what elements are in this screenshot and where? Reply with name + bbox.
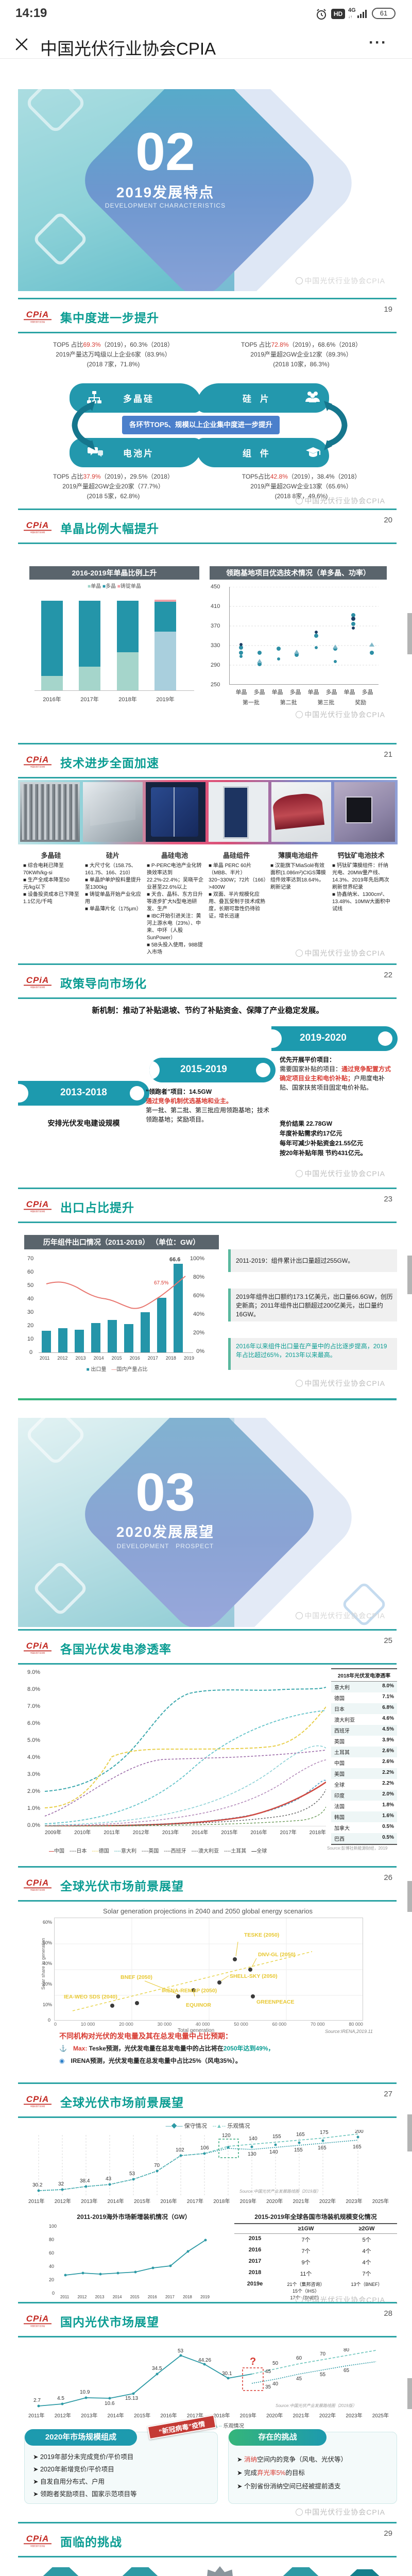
svg-text:80: 80 xyxy=(344,2348,350,2353)
svg-text:70: 70 xyxy=(320,2351,326,2357)
svg-text:165: 165 xyxy=(318,2145,327,2151)
svg-text:10.9: 10.9 xyxy=(80,2389,90,2395)
svg-text:175: 175 xyxy=(320,2130,329,2136)
svg-text:106: 106 xyxy=(200,2145,209,2151)
svg-text:4.5: 4.5 xyxy=(57,2396,64,2401)
svg-text:15.13: 15.13 xyxy=(125,2396,138,2401)
svg-text:35: 35 xyxy=(265,2384,271,2390)
svg-text:50: 50 xyxy=(272,2361,279,2366)
svg-text:120: 120 xyxy=(222,2133,231,2139)
svg-text:60: 60 xyxy=(296,2355,302,2361)
svg-text:10.6: 10.6 xyxy=(105,2401,115,2406)
svg-text:45: 45 xyxy=(265,2369,271,2375)
svg-text:44.26: 44.26 xyxy=(198,2358,211,2363)
svg-text:38.4: 38.4 xyxy=(80,2178,90,2184)
svg-text:45: 45 xyxy=(296,2376,302,2382)
svg-text:2.7: 2.7 xyxy=(33,2398,41,2403)
svg-text:165: 165 xyxy=(353,2144,362,2150)
svg-text:140: 140 xyxy=(269,2149,278,2155)
svg-text:53: 53 xyxy=(178,2348,184,2354)
svg-text:BNEF (2050): BNEF (2050) xyxy=(121,1974,152,1980)
svg-text:GREENPEACE: GREENPEACE xyxy=(256,1999,295,2005)
svg-text:?: ? xyxy=(250,2356,256,2367)
svg-text:65: 65 xyxy=(344,2368,350,2374)
svg-text:EQUINOR: EQUINOR xyxy=(186,2002,211,2008)
svg-text:165: 165 xyxy=(296,2132,305,2138)
svg-text:53: 53 xyxy=(129,2171,135,2177)
svg-text:30.2: 30.2 xyxy=(32,2182,43,2188)
svg-text:130: 130 xyxy=(248,2151,256,2157)
svg-text:30.1: 30.1 xyxy=(222,2371,232,2377)
svg-text:40: 40 xyxy=(272,2381,279,2387)
svg-text:200: 200 xyxy=(355,2130,364,2134)
svg-text:32: 32 xyxy=(58,2181,64,2187)
svg-text:43: 43 xyxy=(106,2176,112,2182)
svg-text:34.5: 34.5 xyxy=(152,2366,162,2371)
svg-text:102: 102 xyxy=(176,2147,184,2153)
svg-text:155: 155 xyxy=(272,2134,281,2140)
svg-text:70: 70 xyxy=(154,2163,160,2168)
svg-text:DNV-GL (2050): DNV-GL (2050) xyxy=(258,1952,296,1958)
svg-text:155: 155 xyxy=(294,2147,303,2153)
svg-text:SHELL-SKY (2050): SHELL-SKY (2050) xyxy=(230,1973,278,1979)
svg-text:IRENA-REMAP (2050): IRENA-REMAP (2050) xyxy=(162,1988,217,1994)
svg-text:55: 55 xyxy=(320,2372,326,2378)
svg-text:IEA-WEO SDS (2040): IEA-WEO SDS (2040) xyxy=(64,1994,117,2000)
svg-text:TESKE (2050): TESKE (2050) xyxy=(244,1932,279,1938)
svg-text:140: 140 xyxy=(249,2136,258,2142)
